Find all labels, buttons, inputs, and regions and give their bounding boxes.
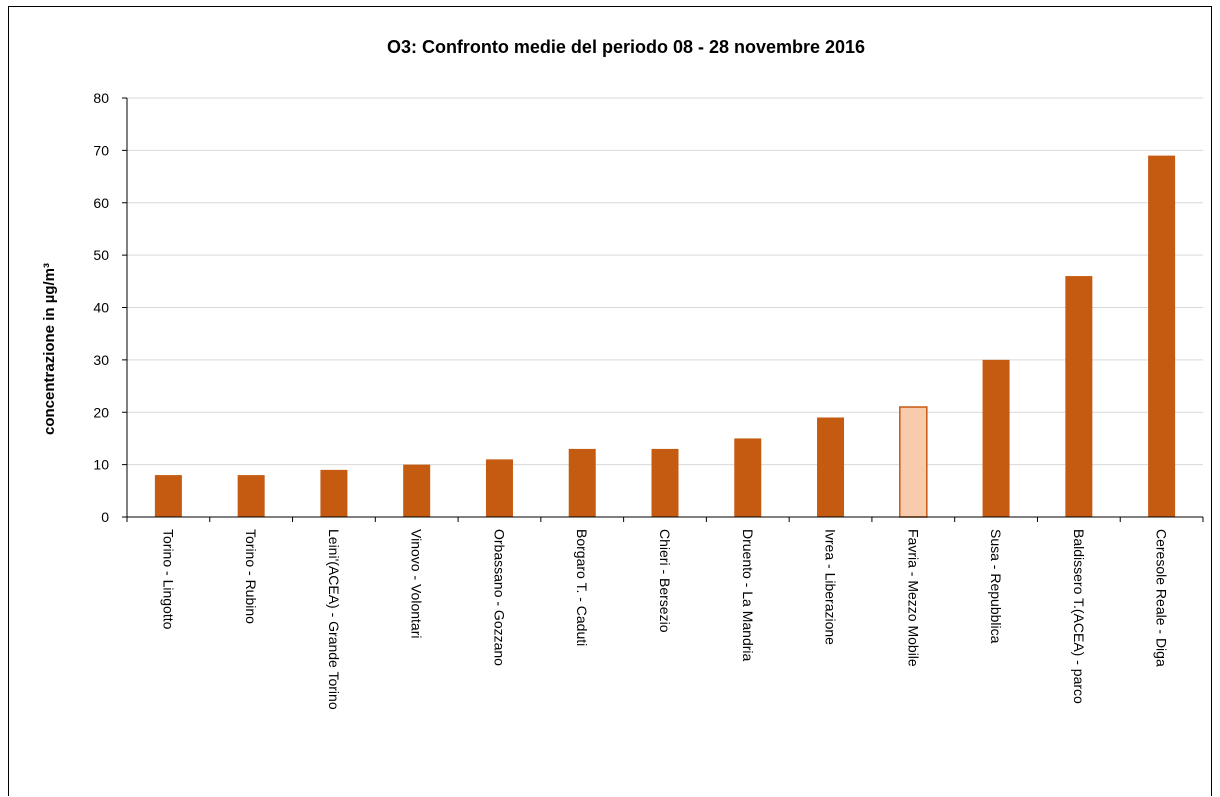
- bar: [568, 448, 596, 517]
- x-category-label: Torino - Lingotto: [160, 529, 176, 630]
- x-category-label: Favria - Mezzo Mobile: [905, 529, 921, 667]
- x-category-label: Vinovo - Volontari: [409, 529, 425, 638]
- bar: [154, 475, 182, 517]
- grid-lines: [127, 97, 1203, 466]
- bar: [403, 464, 431, 517]
- chart-frame: O3: Confronto medie del periodo 08 - 28 …: [8, 6, 1212, 796]
- bar: [734, 438, 762, 517]
- axes: [122, 97, 1204, 522]
- y-tick-label: 10: [93, 457, 109, 473]
- chart-title: O3: Confronto medie del periodo 08 - 28 …: [387, 37, 865, 57]
- bar: [899, 406, 928, 518]
- y-tick-label: 30: [93, 352, 109, 368]
- x-category-label: Druento - La Mandria: [740, 529, 756, 662]
- y-tick-label: 70: [93, 142, 109, 158]
- x-category-label: Baldissero T.(ACEA) - parco: [1071, 529, 1087, 704]
- bar: [485, 459, 513, 517]
- x-category-label: Ivrea - Liberazione: [823, 529, 839, 645]
- x-category-label: Chieri - Bersezio: [657, 529, 673, 633]
- bar: [817, 417, 845, 517]
- bar: [651, 448, 679, 517]
- bar-series: [154, 155, 1176, 518]
- y-tick-label: 60: [93, 195, 109, 211]
- x-category-labels: Torino - Lingotto Torino - Rubino Leini'(A…: [160, 529, 1169, 710]
- x-category-label: Susa - Repubblica: [988, 529, 1004, 644]
- bar: [982, 359, 1010, 517]
- y-tick-label: 80: [93, 90, 109, 106]
- x-category-label: Leini'(ACEA) - Grande Torino: [326, 529, 342, 710]
- chart-svg: O3: Confronto medie del periodo 08 - 28 …: [41, 37, 1204, 710]
- y-axis-label: concentrazione in µg/m³: [41, 263, 58, 435]
- y-tick-label: 20: [93, 404, 109, 420]
- bar: [237, 475, 265, 517]
- y-tick-label: 40: [93, 300, 109, 316]
- y-tick-labels: 0 10 20 30 40 50 60 70 80: [93, 90, 109, 525]
- y-tick-label: 50: [93, 247, 109, 263]
- bar: [1065, 276, 1093, 517]
- x-category-label: Ceresole Reale - Diga: [1154, 529, 1170, 667]
- x-category-label: Borgaro T. - Caduti: [574, 529, 590, 646]
- bar: [1148, 155, 1176, 518]
- x-category-label: Torino - Rubino: [243, 529, 259, 624]
- y-tick-label: 0: [101, 509, 109, 525]
- x-category-label: Orbassano - Gozzano: [491, 529, 507, 666]
- bar: [320, 469, 348, 517]
